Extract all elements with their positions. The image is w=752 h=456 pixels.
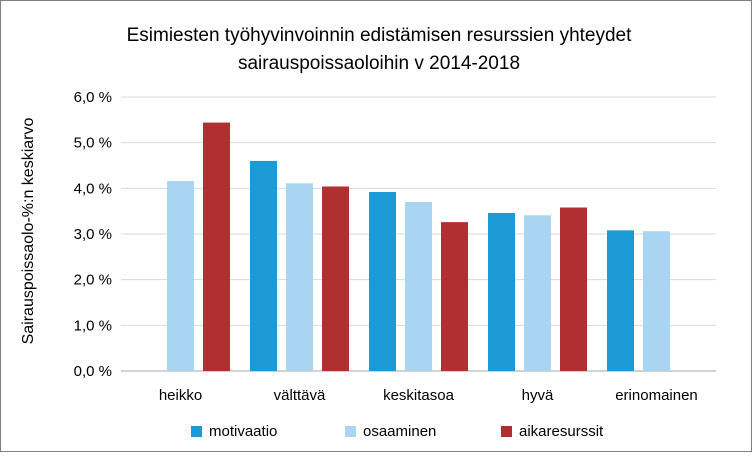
x-tick-label: erinomainen — [615, 387, 698, 404]
y-tick-label: 5,0 % — [74, 135, 112, 152]
bar-motivaatio-keskitasoa — [369, 191, 396, 371]
bar-aikaresurssit-hyvä — [560, 207, 587, 371]
y-axis-label: Sairauspoissaolo-%:n keskiarvo — [20, 118, 37, 345]
chart-title-line-2: sairauspoissaoloihin v 2014-2018 — [238, 53, 520, 74]
x-tick-labels: heikko välttävä keskitasoa hyvä erinomainen — [159, 387, 698, 404]
bar-aikaresurssit-heikko — [203, 122, 230, 371]
y-tick-label: 2,0 % — [74, 272, 112, 289]
y-tick-label: 4,0 % — [74, 180, 112, 197]
legend-swatch-aikaresurssit — [501, 426, 512, 437]
x-tick-label: hyvä — [522, 387, 554, 404]
bar-osaaminen-hyvä — [524, 215, 551, 371]
legend-swatch-motivaatio — [191, 426, 202, 437]
bar-motivaatio-välttävä — [250, 160, 277, 371]
legend-swatch-osaaminen — [345, 426, 356, 437]
y-tick-label: 1,0 % — [74, 317, 112, 334]
legend: motivaatio osaaminen aikaresurssit — [191, 423, 604, 440]
bar-osaaminen-keskitasoa — [405, 202, 432, 371]
bar-osaaminen-erinomainen — [643, 231, 670, 371]
bar-motivaatio-erinomainen — [607, 230, 634, 371]
bar-motivaatio-hyvä — [488, 212, 515, 371]
x-tick-label: heikko — [159, 387, 202, 404]
legend-label-aikaresurssit: aikaresurssit — [519, 423, 604, 440]
bar-osaaminen-heikko — [167, 181, 194, 371]
bars — [167, 122, 670, 371]
legend-label-motivaatio: motivaatio — [209, 423, 277, 440]
y-tick-label: 6,0 % — [74, 89, 112, 106]
y-tick-label: 3,0 % — [74, 226, 112, 243]
bar-osaaminen-välttävä — [286, 183, 313, 371]
y-tick-label: 0,0 % — [74, 363, 112, 380]
chart-title-line-1: Esimiesten työhyvinvoinnin edistämisen r… — [127, 25, 633, 46]
y-tick-labels: 0,0 % 1,0 % 2,0 % 3,0 % 4,0 % 5,0 % 6,0 % — [74, 89, 112, 380]
legend-label-osaaminen: osaaminen — [363, 423, 436, 440]
bar-aikaresurssit-keskitasoa — [441, 222, 468, 371]
x-tick-label: keskitasoa — [383, 387, 455, 404]
bar-aikaresurssit-välttävä — [322, 186, 349, 371]
x-tick-label: välttävä — [274, 387, 326, 404]
